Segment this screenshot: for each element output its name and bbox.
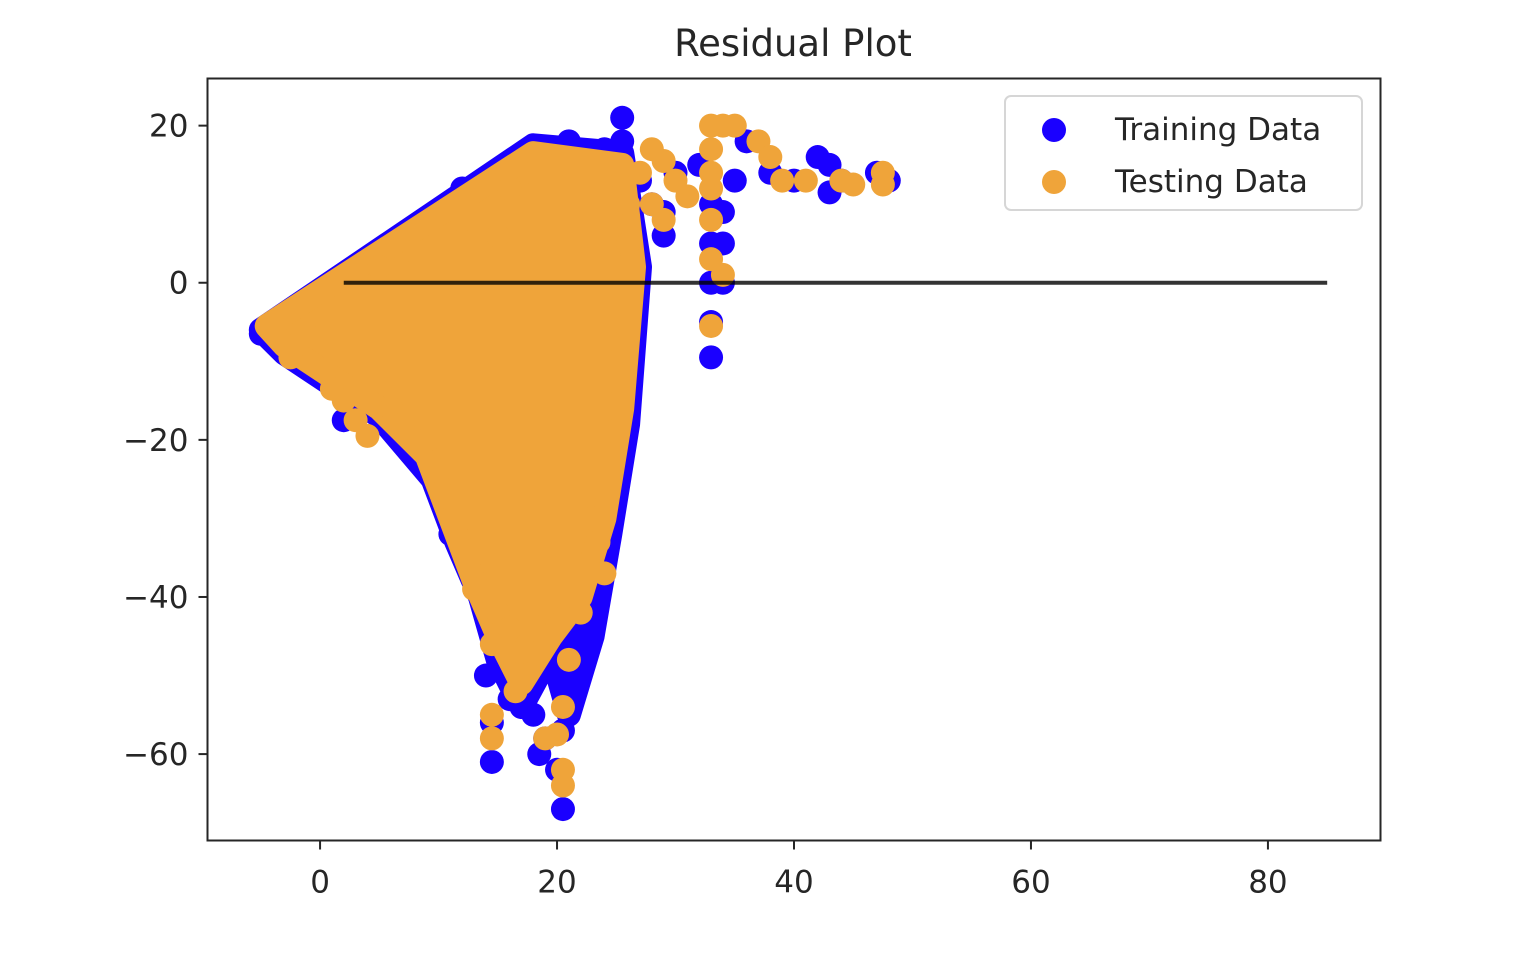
legend: Training Data Testing Data bbox=[1004, 95, 1363, 211]
y-tick-label: −20 bbox=[123, 423, 188, 459]
testing-point bbox=[592, 467, 617, 492]
testing-point bbox=[699, 176, 724, 201]
training-point bbox=[550, 797, 575, 822]
testing-point bbox=[604, 396, 629, 421]
testing-point bbox=[485, 223, 510, 248]
y-tick-label: −40 bbox=[123, 580, 188, 616]
testing-point bbox=[580, 152, 605, 177]
x-tick-label: 40 bbox=[774, 865, 813, 901]
testing-point bbox=[479, 632, 504, 657]
testing-point bbox=[355, 423, 380, 448]
testing-point bbox=[313, 357, 338, 382]
testing-point bbox=[533, 624, 558, 649]
testing-point bbox=[793, 168, 818, 193]
testing-point bbox=[426, 459, 451, 484]
testing-point bbox=[391, 412, 415, 437]
testing-point bbox=[450, 207, 475, 232]
testing-point bbox=[616, 192, 641, 217]
testing-point bbox=[870, 172, 895, 197]
testing-point bbox=[462, 537, 487, 562]
testing-point bbox=[545, 722, 570, 747]
testing-point bbox=[545, 152, 570, 177]
testing-point bbox=[438, 486, 463, 511]
training-point bbox=[722, 168, 747, 193]
testing-point bbox=[592, 420, 617, 445]
testing-point bbox=[580, 506, 605, 531]
plot-content bbox=[248, 105, 1328, 822]
x-tick-label: 20 bbox=[537, 865, 576, 901]
testing-point bbox=[533, 247, 558, 272]
testing-point bbox=[568, 600, 593, 625]
y-axis-ticks: 20 0 −20 −40 −60 bbox=[123, 109, 208, 773]
y-tick-label: 0 bbox=[169, 266, 189, 302]
testing-point bbox=[509, 639, 534, 664]
testing-point bbox=[331, 388, 356, 413]
testing-point bbox=[770, 168, 795, 193]
x-tick-label: 0 bbox=[310, 865, 330, 901]
testing-point bbox=[260, 317, 285, 342]
testing-point bbox=[604, 349, 629, 374]
testing-point bbox=[367, 255, 392, 280]
training-point bbox=[479, 749, 504, 774]
testing-point bbox=[521, 160, 546, 185]
y-tick-label: 20 bbox=[149, 109, 188, 145]
testing-point bbox=[616, 231, 641, 256]
testing-point bbox=[699, 137, 724, 162]
legend-label-training: Training Data bbox=[1114, 112, 1321, 148]
legend-marker-testing bbox=[1042, 170, 1066, 194]
testing-point bbox=[550, 773, 575, 798]
testing-point bbox=[497, 176, 522, 201]
testing-point bbox=[675, 184, 700, 209]
testing-point bbox=[722, 113, 747, 138]
testing-point bbox=[402, 239, 427, 264]
testing-point bbox=[627, 160, 652, 185]
legend-frame bbox=[1004, 95, 1363, 211]
legend-label-testing: Testing Data bbox=[1114, 164, 1308, 200]
testing-point bbox=[699, 313, 724, 338]
testing-point bbox=[497, 616, 522, 641]
testing-point bbox=[521, 592, 546, 617]
testing-point bbox=[610, 310, 635, 335]
testing-point bbox=[841, 172, 866, 197]
training-point bbox=[521, 702, 546, 727]
testing-point bbox=[308, 325, 333, 350]
training-point bbox=[473, 663, 498, 688]
x-tick-label: 60 bbox=[1011, 865, 1050, 901]
testing-point bbox=[651, 207, 676, 232]
testing-point bbox=[556, 647, 581, 672]
testing-point bbox=[758, 145, 783, 170]
legend-marker-training bbox=[1042, 118, 1066, 142]
testing-point bbox=[414, 427, 439, 452]
testing-point bbox=[651, 148, 676, 173]
chart-title: Residual Plot bbox=[674, 22, 912, 65]
testing-point bbox=[278, 345, 303, 370]
x-axis-ticks: 0 20 40 60 80 bbox=[310, 840, 1288, 901]
training-point bbox=[699, 345, 724, 370]
testing-point bbox=[479, 726, 504, 751]
testing-point bbox=[586, 529, 611, 554]
x-tick-label: 80 bbox=[1248, 865, 1287, 901]
testing-point bbox=[592, 561, 617, 586]
training-point bbox=[610, 105, 635, 130]
y-tick-label: −60 bbox=[123, 737, 188, 773]
testing-point bbox=[450, 506, 475, 531]
testing-point bbox=[550, 694, 575, 719]
testing-point bbox=[479, 702, 504, 727]
testing-point bbox=[699, 207, 724, 232]
testing-point bbox=[568, 553, 593, 578]
testing-point bbox=[503, 679, 528, 704]
